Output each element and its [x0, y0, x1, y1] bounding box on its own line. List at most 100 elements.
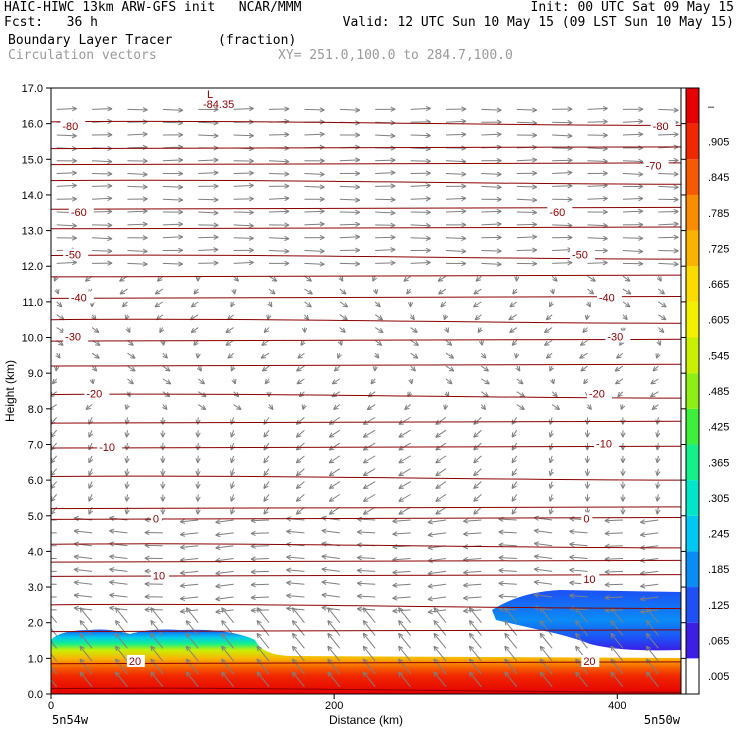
temperature-contour-line	[51, 363, 681, 367]
vector-arrow-head	[372, 366, 376, 372]
vector-arrow	[468, 633, 482, 649]
vector-arrow-head	[483, 404, 487, 410]
vector-arrow-head	[515, 367, 521, 372]
vector-arrow-head	[392, 597, 398, 601]
vector-arrow-head	[109, 568, 114, 573]
vector-arrow-head	[427, 570, 433, 575]
vector-arrow	[398, 645, 411, 662]
vector-arrow-head	[72, 108, 77, 112]
vector-arrow-head	[263, 511, 269, 515]
vector-arrow-head	[377, 353, 380, 359]
vector-arrow-head	[658, 330, 665, 334]
vector-arrow	[604, 570, 623, 573]
vector-arrow	[481, 223, 502, 226]
vector-arrow-head	[250, 597, 256, 601]
vector-arrow	[363, 506, 376, 515]
vector-arrow-head	[463, 582, 468, 586]
vector-arrow	[225, 327, 234, 333]
vector-arrow-head	[392, 572, 398, 575]
colorbar-swatch	[686, 480, 699, 516]
vector-arrow	[126, 430, 128, 438]
vector-arrow-head	[604, 533, 610, 537]
vector-arrow-head	[575, 632, 581, 636]
vector-arrow-head	[295, 432, 299, 438]
vector-arrow-head	[160, 470, 164, 476]
vector-arrow-head	[398, 458, 403, 464]
vector-arrow-head	[531, 109, 537, 113]
vector-arrow-head	[267, 315, 272, 321]
vector-arrow	[481, 262, 502, 265]
vector-arrow-head	[142, 235, 148, 239]
vector-arrow-head	[263, 447, 269, 451]
min-marker: L	[207, 89, 213, 101]
vector-arrow	[498, 531, 517, 534]
vector-arrow-head	[414, 353, 419, 359]
vector-arrow-head	[126, 484, 130, 489]
vector-arrow-head	[473, 496, 477, 502]
vector-arrow-head	[433, 645, 439, 649]
vector-arrow-head	[546, 317, 552, 321]
vector-arrow	[233, 404, 242, 410]
vector-arrow-head	[673, 107, 679, 111]
vector-arrow-head	[435, 423, 441, 425]
vector-arrow-head	[362, 632, 368, 636]
vector-arrow-head	[125, 329, 131, 333]
colorbar-label: .845	[708, 172, 729, 184]
vector-arrow	[392, 583, 411, 587]
vector-arrow	[115, 671, 128, 688]
vector-arrow	[516, 378, 524, 385]
vector-arrow-head	[569, 541, 575, 545]
vector-arrow-head	[425, 119, 431, 123]
vector-arrow-head	[356, 518, 362, 522]
vector-arrow-head	[602, 134, 608, 138]
vector-arrow-head	[73, 568, 79, 573]
vector-arrow-head	[567, 157, 573, 161]
vector-arrow-head	[354, 199, 360, 203]
vector-arrow-head	[213, 172, 219, 176]
vector-arrow-head	[162, 419, 166, 425]
vector-arrow-head	[390, 212, 396, 216]
vector-arrow-head	[592, 276, 596, 282]
vector-arrow-head	[392, 520, 398, 524]
vector-arrow	[263, 468, 270, 477]
vector-arrow-head	[398, 671, 404, 675]
vector-arrow-head	[427, 586, 433, 589]
vector-arrow-head	[425, 209, 431, 213]
vector-arrow	[362, 633, 376, 649]
vector-arrow	[645, 607, 659, 624]
vector-arrow-head	[71, 158, 77, 162]
vector-arrow	[435, 493, 447, 502]
vector-arrow-head	[427, 547, 433, 551]
vector-arrow-head	[39, 531, 44, 533]
vector-arrow-head	[646, 620, 652, 624]
vector-arrow-head	[509, 302, 513, 308]
vector-arrow	[339, 288, 347, 295]
vector-arrow-head	[186, 607, 191, 611]
vector-arrow	[363, 493, 376, 502]
vector-arrow-head	[154, 305, 160, 308]
vector-arrow-head	[215, 596, 221, 600]
vector-arrow	[295, 429, 305, 438]
vector-arrow-head	[297, 356, 303, 359]
vector-arrow-head	[124, 404, 127, 410]
vector-arrow-head	[162, 470, 166, 476]
vector-arrow-head	[342, 327, 346, 333]
vector-arrow-head	[511, 509, 514, 515]
vector-arrow	[398, 620, 411, 636]
vector-arrow-head	[619, 342, 625, 346]
vector-arrow-head	[45, 633, 50, 635]
vector-arrow-head	[481, 340, 485, 346]
vector-arrow-head	[575, 671, 581, 675]
vector-arrow-head	[73, 607, 79, 611]
vector-arrow	[162, 121, 183, 124]
vector-arrow-head	[638, 198, 644, 202]
vector-arrow-head	[73, 592, 79, 596]
vector-arrow-head	[650, 395, 656, 398]
vector-arrow-head	[398, 432, 403, 438]
vector-arrow	[251, 532, 270, 535]
vector-arrow-head	[321, 566, 327, 570]
vector-arrow-head	[409, 316, 415, 321]
vector-arrow-head	[461, 171, 467, 175]
vector-arrow-head	[498, 567, 504, 571]
vector-arrow-head	[180, 585, 186, 589]
